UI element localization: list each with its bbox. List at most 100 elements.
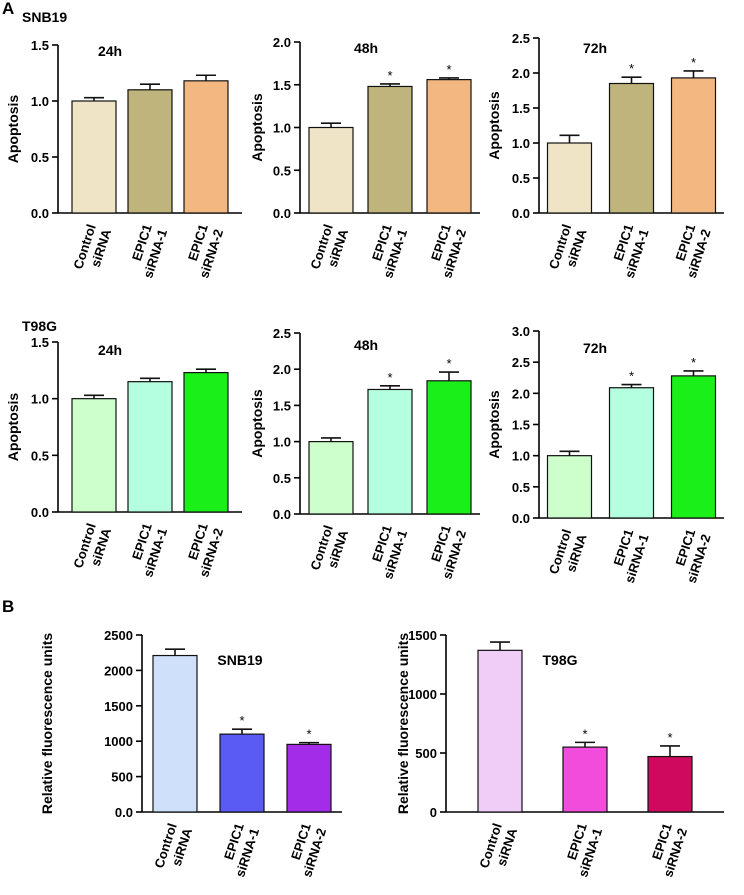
y-tick-label: 2500	[104, 628, 133, 643]
category-label: EPIC1siRNA-1	[560, 821, 605, 879]
bar	[367, 85, 413, 214]
y-axis-label: Apoptosis	[249, 389, 265, 458]
significance-marker: *	[446, 62, 451, 77]
y-tick-label: 0.0	[273, 206, 291, 221]
significance-marker: *	[691, 355, 696, 370]
category-label: ControlsiRNA	[546, 527, 590, 581]
bar	[71, 100, 117, 214]
y-tick-label: 0.0	[31, 206, 49, 221]
significance-marker: *	[306, 727, 311, 742]
chart-fluorescence-snb19: 0.0 500 1000 1500 2000 2500 Relative fluoresce…	[39, 628, 342, 879]
chart-title: 72h	[583, 340, 607, 356]
bar	[308, 441, 354, 515]
bar	[426, 380, 472, 515]
bar	[670, 375, 717, 519]
y-tick-label: 1.0	[273, 121, 291, 136]
category-label: EPIC1siRNA-1	[365, 523, 410, 581]
y-tick-label: 1.5	[31, 38, 49, 53]
bar	[152, 654, 198, 813]
y-tick-label: 1000	[104, 734, 133, 749]
bar	[219, 733, 265, 813]
category-label: EPIC1siRNA-1	[606, 222, 651, 280]
category-label: ControlsiRNA	[307, 222, 351, 276]
y-tick-label: 0	[430, 805, 437, 820]
category-label: EPIC1siRNA-2	[181, 222, 226, 280]
y-tick-label: 0.5	[273, 163, 291, 178]
bar	[608, 82, 655, 214]
y-tick-label: 0.5	[273, 471, 291, 486]
category-label: EPIC1siRNA-2	[424, 222, 469, 280]
bar	[367, 388, 413, 515]
group-label-t98g: T98G	[22, 318, 57, 334]
y-tick-label: 0.0	[31, 505, 49, 520]
y-axis-label: Apoptosis	[249, 93, 265, 162]
chart-title: 24h	[98, 43, 122, 59]
y-tick-label: 0.0	[115, 805, 133, 820]
significance-marker: *	[629, 369, 634, 384]
y-tick-label: 2.0	[512, 386, 530, 401]
bar	[183, 372, 229, 513]
category-label: EPIC1siRNA-2	[668, 222, 713, 280]
bar	[546, 455, 593, 519]
y-tick-label: 1000	[408, 687, 437, 702]
y-tick-label: 3.0	[512, 324, 530, 339]
bar	[286, 743, 332, 813]
y-axis-label: Apoptosis	[486, 91, 502, 160]
y-tick-label: 1.5	[512, 418, 530, 433]
y-tick-label: 0.5	[512, 171, 530, 186]
category-label: ControlsiRNA	[151, 821, 195, 875]
y-axis-label: Apoptosis	[5, 393, 21, 462]
category-label: EPIC1siRNA-2	[181, 521, 226, 579]
bar	[127, 89, 173, 214]
y-tick-label: 500	[111, 770, 133, 785]
y-tick-label: 1.0	[31, 392, 49, 407]
chart-title: T98G	[542, 652, 577, 668]
category-label: EPIC1siRNA-1	[125, 521, 170, 579]
group-label-snb19: SNB19	[22, 9, 67, 25]
category-label: EPIC1siRNA-1	[606, 527, 651, 585]
y-tick-label: 1.0	[512, 449, 530, 464]
y-axis-label: Relative fluorescence units	[395, 633, 411, 815]
chart-title: 72h	[583, 40, 607, 56]
y-tick-label: 1500	[408, 628, 437, 643]
bar	[670, 77, 717, 214]
y-tick-label: 2.5	[512, 31, 530, 46]
significance-marker: *	[387, 370, 392, 385]
y-axis-label: Relative fluorescence units	[39, 633, 55, 815]
y-tick-label: 1.5	[273, 398, 291, 413]
chart-title: SNB19	[217, 652, 262, 668]
significance-marker: *	[446, 356, 451, 371]
y-axis-label: Apoptosis	[486, 390, 502, 459]
significance-marker: *	[629, 61, 634, 76]
category-label: EPIC1siRNA-1	[125, 222, 170, 280]
y-tick-label: 500	[415, 746, 437, 761]
category-label: ControlsiRNA	[307, 523, 351, 577]
bar	[477, 649, 523, 813]
y-tick-label: 0.0	[512, 206, 530, 221]
y-tick-label: 1.0	[512, 136, 530, 151]
category-label: EPIC1siRNA-2	[645, 821, 690, 879]
significance-marker: *	[387, 68, 392, 83]
y-tick-label: 1.0	[31, 94, 49, 109]
y-tick-label: 2.0	[273, 35, 291, 50]
category-label: EPIC1siRNA-1	[365, 222, 410, 280]
chart-t98g-48h: 0.0 0.5 1.0 1.5 2.0 2.5 Apoptosis 48h ControlsiR…	[249, 326, 480, 581]
significance-marker: *	[691, 55, 696, 70]
y-tick-label: 2.0	[512, 66, 530, 81]
bar	[183, 80, 229, 214]
bar	[647, 755, 693, 813]
panel-a-letter: A	[2, 0, 14, 18]
significance-marker: *	[582, 726, 587, 741]
y-tick-label: 1.5	[273, 78, 291, 93]
category-label: EPIC1siRNA-2	[668, 527, 713, 585]
category-label: EPIC1siRNA-1	[217, 821, 262, 879]
chart-snb19-48h: 0.0 0.5 1.0 1.5 2.0 Apoptosis 48h ControlsiRNA *…	[249, 35, 480, 280]
category-label: ControlsiRNA	[70, 521, 114, 575]
y-tick-label: 1.5	[512, 101, 530, 116]
chart-title: 24h	[98, 342, 122, 358]
category-label: ControlsiRNA	[70, 222, 114, 276]
y-tick-label: 0.0	[512, 511, 530, 526]
panel-b-letter: B	[2, 597, 14, 616]
